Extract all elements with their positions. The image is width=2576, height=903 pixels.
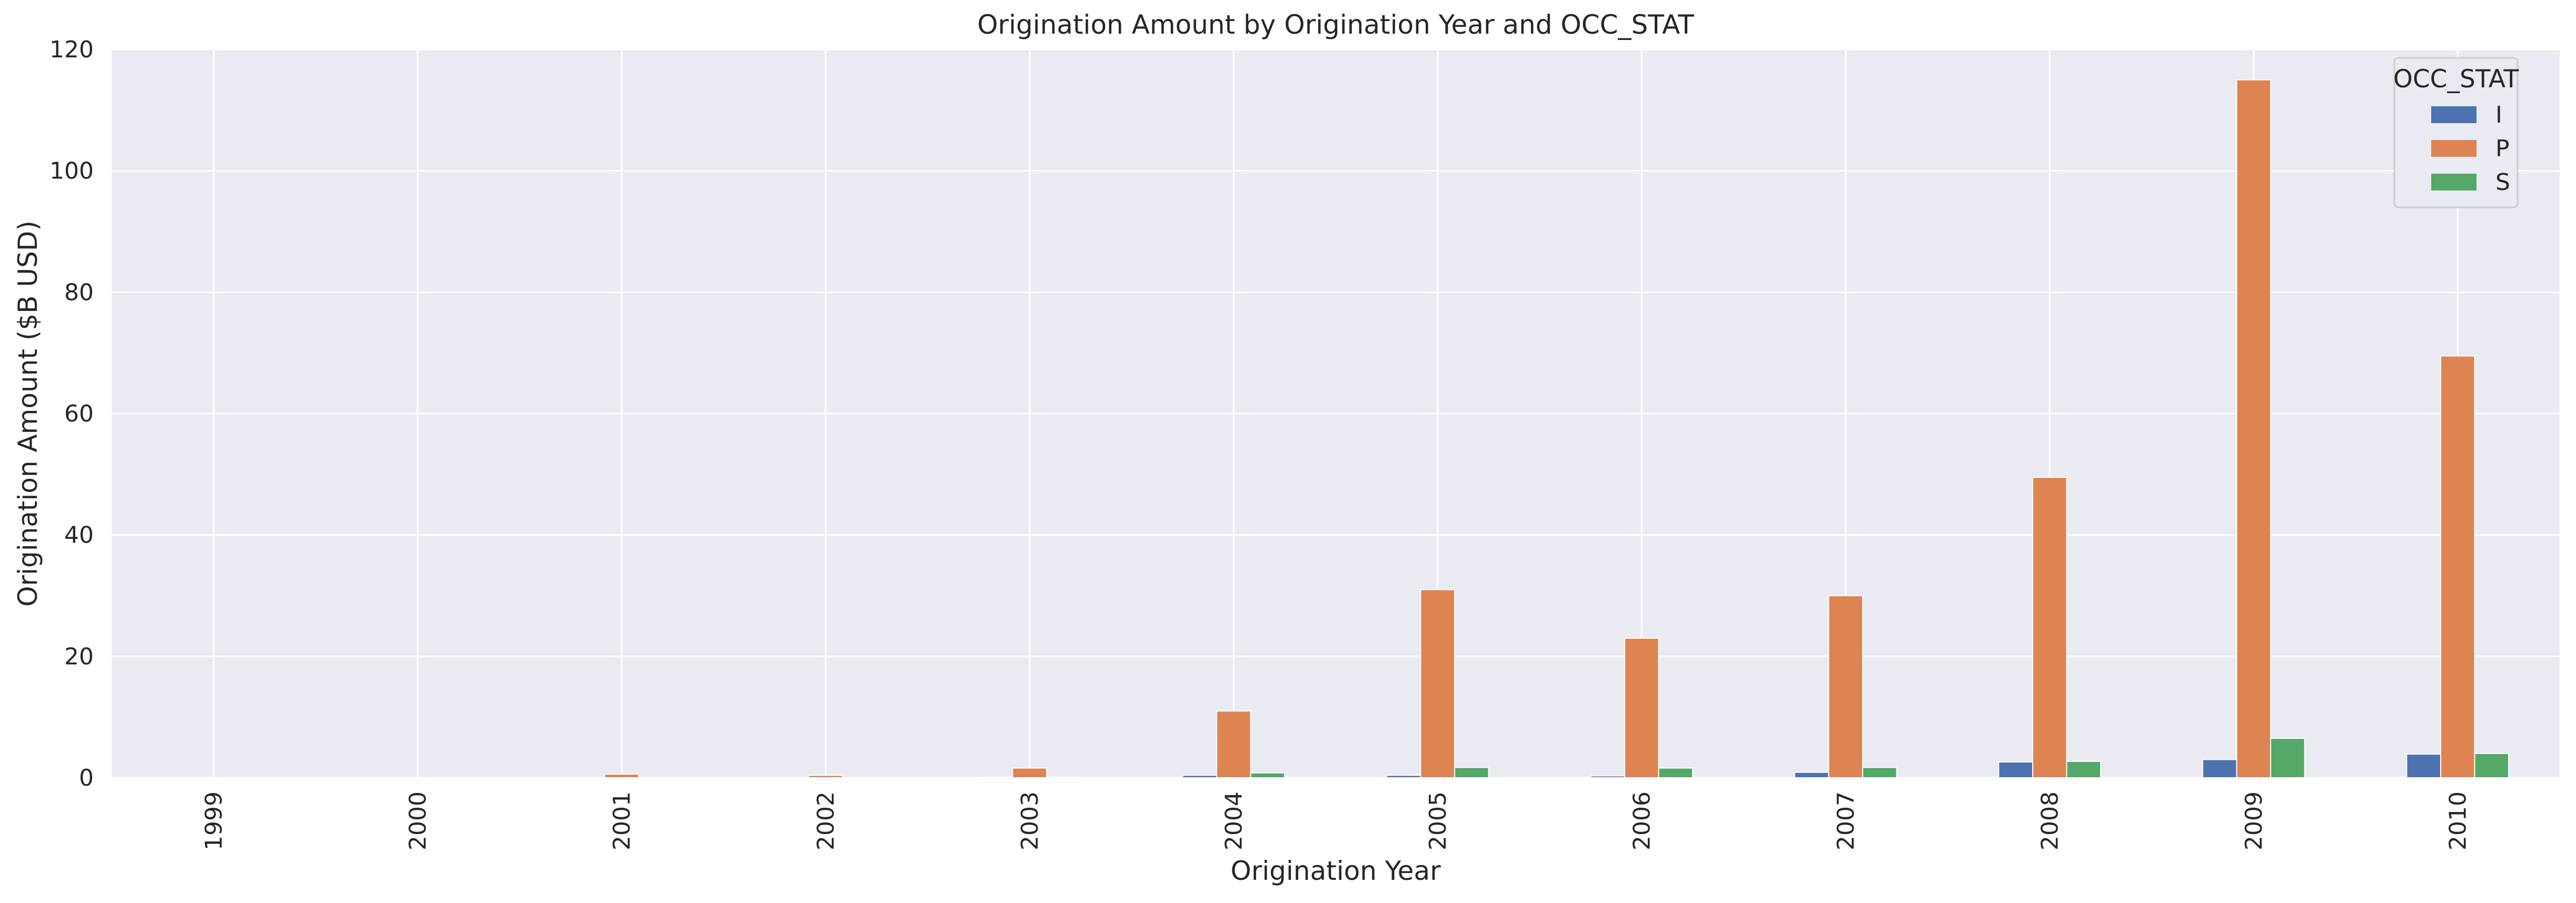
bar-i-2009 <box>2203 759 2237 778</box>
y-tick-label: 20 <box>64 643 94 670</box>
bar-s-2005 <box>1455 767 1489 778</box>
x-tick-label: 2003 <box>1017 791 1043 850</box>
x-tick-label: 2008 <box>2036 791 2063 850</box>
bar-p-2003 <box>1012 768 1047 778</box>
bar-s-2006 <box>1659 768 1693 778</box>
y-tick-label: 40 <box>64 522 94 549</box>
x-tick-label: 2009 <box>2241 791 2267 850</box>
bar-i-2008 <box>1998 762 2033 778</box>
x-tick-label: 2004 <box>1220 791 1247 850</box>
bar-i-2001 <box>571 777 605 778</box>
bar-i-2003 <box>979 777 1013 778</box>
y-tick-label: 100 <box>49 158 94 185</box>
bar-s-2007 <box>1863 767 1897 778</box>
bar-s-2009 <box>2271 738 2305 778</box>
x-tick-label: 2007 <box>1833 791 1859 850</box>
bar-i-2006 <box>1590 776 1625 778</box>
bar-s-2001 <box>639 777 673 778</box>
y-tick-labels: 0 20 40 60 80 100 120 <box>49 36 94 791</box>
legend: OCC_STAT IPS <box>2393 58 2519 207</box>
bar-p-2004 <box>1217 711 1251 778</box>
bar-p-2008 <box>2033 477 2067 778</box>
y-tick-label: 80 <box>64 279 94 306</box>
bar-s-2004 <box>1251 773 1285 778</box>
y-tick-label: 120 <box>49 36 94 63</box>
x-tick-label: 2006 <box>1628 791 1655 850</box>
legend-label-p: P <box>2495 135 2510 162</box>
bar-p-2002 <box>809 775 843 778</box>
bar-p-2007 <box>1828 596 1863 778</box>
bar-s-2003 <box>1047 777 1081 778</box>
bar-s-2010 <box>2475 754 2509 778</box>
bar-p-2009 <box>2236 80 2271 778</box>
bar-s-2002 <box>843 777 877 778</box>
legend-label-i: I <box>2495 102 2502 128</box>
x-axis-label: Origination Year <box>1230 856 1441 886</box>
bar-i-2010 <box>2406 754 2441 778</box>
bar-p-2010 <box>2441 356 2475 778</box>
legend-swatch-s <box>2431 174 2476 190</box>
x-tick-label: 2010 <box>2444 791 2471 850</box>
x-tick-label: 2002 <box>812 791 839 850</box>
bar-p-2001 <box>604 774 639 778</box>
chart-title: Origination Amount by Origination Year a… <box>977 9 1694 40</box>
x-tick-label: 2005 <box>1425 791 1451 850</box>
bar-p-2006 <box>1625 638 1659 778</box>
legend-title: OCC_STAT <box>2393 65 2519 94</box>
y-tick-label: 60 <box>64 400 94 427</box>
bar-i-2007 <box>1795 772 1829 778</box>
bar-s-2008 <box>2067 761 2101 778</box>
x-tick-label: 2000 <box>404 791 431 850</box>
x-tick-label: 1999 <box>201 791 227 850</box>
legend-swatch-i <box>2431 106 2476 123</box>
y-tick-label: 0 <box>79 765 94 791</box>
bar-p-2005 <box>1420 589 1455 778</box>
bar-i-2005 <box>1387 775 1421 778</box>
legend-label-s: S <box>2495 169 2510 196</box>
legend-items: IPS <box>2431 102 2510 196</box>
legend-swatch-p <box>2431 140 2476 157</box>
x-tick-label: 2001 <box>609 791 635 850</box>
bar-i-2004 <box>1182 775 1217 778</box>
y-axis-label: Origination Amount ($B USD) <box>13 220 43 607</box>
bar-i-2002 <box>774 777 809 778</box>
x-tick-labels: 1999 2000 2001 2002 2003 2004 2005 2006 2007 2008… <box>201 791 2472 850</box>
